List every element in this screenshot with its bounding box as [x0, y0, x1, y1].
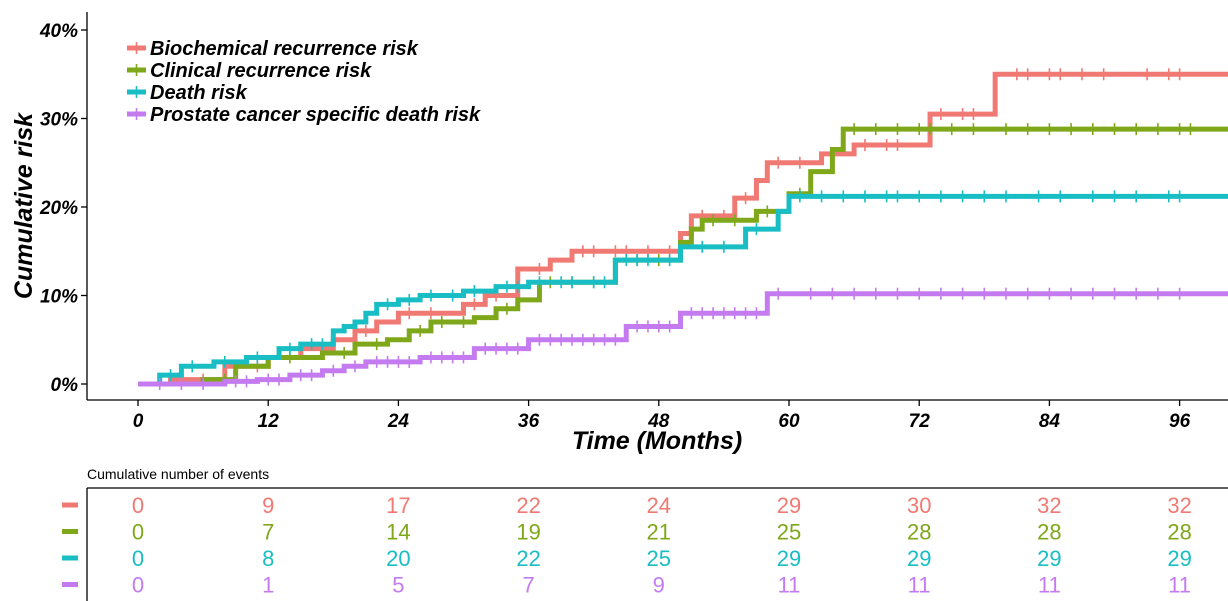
risk-table-cell: 1	[262, 573, 274, 598]
risk-table-cell: 29	[1037, 546, 1061, 571]
risk-table-cell: 0	[132, 520, 144, 545]
risk-table-title: Cumulative number of events	[87, 466, 269, 482]
risk-table-cell: 30	[907, 493, 931, 518]
series-0	[138, 68, 1228, 387]
risk-table-cell: 11	[1038, 573, 1061, 598]
risk-table-cell: 28	[907, 520, 931, 545]
x-tick-label: 48	[647, 411, 670, 432]
risk-table-cell: 28	[1167, 520, 1191, 545]
x-tick-label: 84	[1039, 411, 1061, 432]
risk-table-cell: 22	[516, 493, 540, 518]
series-3	[138, 287, 1228, 390]
risk-table-cell: 9	[653, 573, 665, 598]
series-2	[138, 190, 1228, 387]
x-tick-label: 72	[909, 411, 931, 432]
legend-entry: Biochemical recurrence risk	[150, 38, 419, 60]
risk-table-cell: 28	[1037, 520, 1061, 545]
risk-table-cell: 32	[1167, 493, 1191, 518]
risk-table-cell: 7	[522, 573, 534, 598]
risk-table-cell: 8	[262, 546, 274, 571]
risk-table-cell: 29	[907, 546, 931, 571]
risk-table-cell: 24	[647, 493, 671, 518]
risk-table-cell: 21	[647, 520, 671, 545]
risk-table-cell: 9	[262, 493, 274, 518]
series-line	[138, 71, 1228, 387]
risk-table-cell: 7	[262, 520, 274, 545]
y-tick-label: 20%	[39, 198, 78, 219]
series-group	[138, 68, 1228, 390]
x-tick-label: 96	[1169, 411, 1191, 432]
risk-table-cell: 14	[386, 520, 410, 545]
risk-table-cell: 11	[1168, 573, 1191, 598]
x-tick-label: 60	[778, 411, 800, 432]
risk-table-cell: 32	[1037, 493, 1061, 518]
risk-table-cell: 22	[516, 546, 540, 571]
risk-table-cell: 19	[516, 520, 540, 545]
legend-entry: Death risk	[150, 82, 248, 104]
y-axis-title: Cumulative risk	[10, 112, 38, 299]
x-axis-title: Time (Months)	[572, 427, 742, 455]
risk-table-cell: 5	[392, 573, 404, 598]
y-tick-label: 0%	[51, 375, 79, 396]
risk-table-cell: 11	[908, 573, 931, 598]
axes: 0% 10% 20% 30% 40% 0 12 24 36 48 60 72 84 96 Time (Mon…	[10, 12, 1228, 455]
risk-table-cell: 29	[777, 546, 801, 571]
x-tick-label: 36	[518, 411, 540, 432]
series-1	[138, 123, 1228, 387]
risk-table-cell: 20	[386, 546, 410, 571]
x-tick-label: 24	[387, 411, 410, 432]
x-tick-label: 12	[258, 411, 280, 432]
risk-table-cell: 11	[778, 573, 801, 598]
legend-entry: Clinical recurrence risk	[150, 60, 372, 82]
risk-table-cell: 0	[132, 546, 144, 571]
risk-table-cell: 0	[132, 493, 144, 518]
x-tick-label: 0	[133, 411, 144, 432]
series-line	[138, 126, 1228, 387]
y-tick-label: 10%	[40, 287, 78, 308]
risk-table-cell: 25	[647, 546, 671, 571]
y-tick-label: 40%	[39, 21, 78, 42]
risk-table-cell: 17	[386, 493, 410, 518]
risk-table-cell: 29	[777, 493, 801, 518]
y-tick-label: 30%	[40, 110, 78, 131]
risk-table-cell: 0	[132, 573, 144, 598]
risk-table-cell: 25	[777, 520, 801, 545]
legend-entry: Prostate cancer specific death risk	[150, 104, 481, 126]
risk-table-cell: 29	[1167, 546, 1191, 571]
